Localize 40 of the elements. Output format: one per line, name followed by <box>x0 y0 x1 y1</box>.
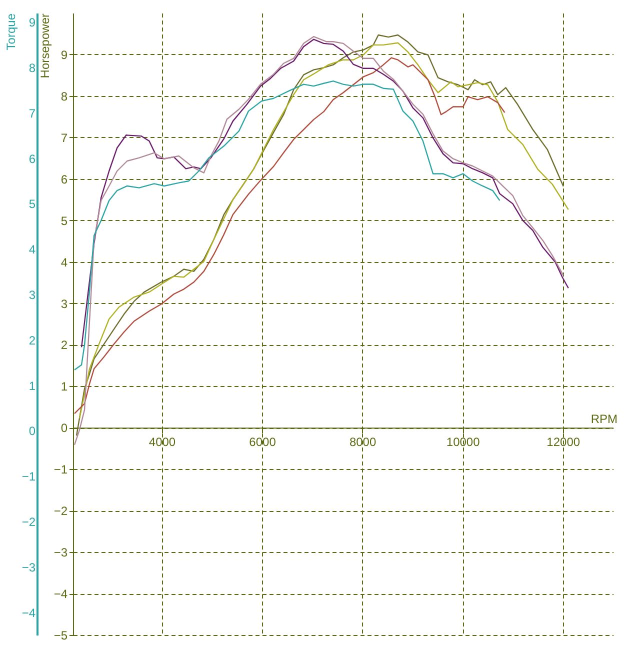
x-tick-label: 4000 <box>148 435 176 450</box>
line-series <box>80 38 569 348</box>
line-series <box>74 57 506 414</box>
y2-tick-label: 4 <box>28 242 36 257</box>
y2-tick-label: 1 <box>28 378 36 393</box>
y-tick-label: −3 <box>54 546 68 560</box>
line-series <box>74 80 500 370</box>
y2-tick-label: 3 <box>28 288 36 302</box>
y2-tick-label: 7 <box>28 106 36 120</box>
x-tick-label: 12000 <box>546 435 580 450</box>
x-tick-label: 8000 <box>349 435 376 450</box>
y-tick-label: −2 <box>54 504 68 518</box>
y-tick-label: −5 <box>54 628 68 642</box>
y-tick-label: 8 <box>60 89 68 104</box>
x-axis-title: RPM <box>590 412 618 426</box>
y2-tick-label: −4 <box>22 606 36 620</box>
y-tick-label: 5 <box>60 214 68 228</box>
y2-tick-label: −2 <box>22 514 36 529</box>
y2-tick-label: 6 <box>28 152 36 166</box>
x-tick-label: 6000 <box>249 435 276 450</box>
y-tick-label: 1 <box>60 380 68 394</box>
y-tick-label: 6 <box>60 172 68 186</box>
y2-tick-label: −1 <box>22 470 36 484</box>
y2-axis-title: Torque <box>4 13 18 50</box>
y-tick-label: 4 <box>60 255 68 270</box>
y-tick-label: −1 <box>54 462 68 477</box>
y-tick-label: 9 <box>60 48 68 62</box>
y2-tick-label: −3 <box>22 560 36 574</box>
y-axis-title: Horsepower <box>38 14 52 78</box>
y2-tick-label: 8 <box>28 60 36 75</box>
y-tick-label: 2 <box>60 338 68 352</box>
y-tick-label: −4 <box>54 587 68 602</box>
y-tick-label: 7 <box>60 130 68 145</box>
y-tick-label: 3 <box>60 296 68 311</box>
y-tick-label: 0 <box>60 421 68 436</box>
y2-tick-label: 5 <box>28 197 36 212</box>
y2-tick-label: 0 <box>28 424 36 438</box>
x-tick-label: 10000 <box>446 435 480 450</box>
y2-tick-label: 2 <box>28 333 36 348</box>
y2-tick-label: 9 <box>28 16 36 30</box>
